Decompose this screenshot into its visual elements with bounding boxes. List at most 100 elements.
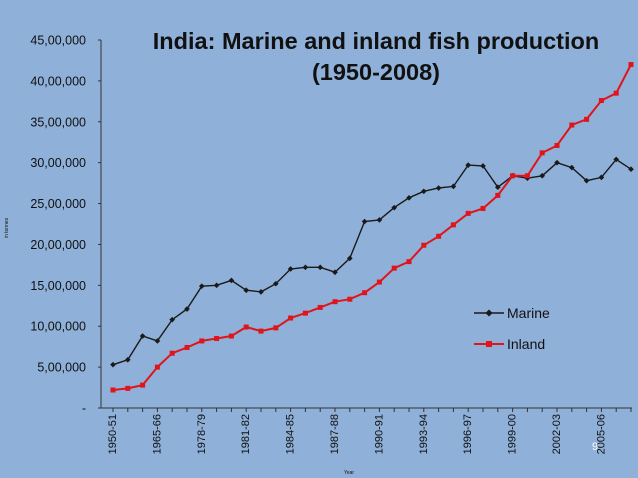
y-tick-label: 25,00,000 <box>30 197 86 211</box>
x-tick-label: 1993-94 <box>418 414 430 454</box>
y-tick-label: 20,00,000 <box>30 238 86 252</box>
inland-point <box>302 310 308 316</box>
legend: Marine Inland <box>474 305 550 352</box>
chart-title-line1: India: Marine and inland fish production <box>153 28 600 54</box>
marine-point <box>554 159 560 166</box>
legend-inland-label: Inland <box>507 336 545 352</box>
inland-point <box>332 299 338 305</box>
legend-inland-marker <box>486 341 492 347</box>
y-tick-label: 5,00,000 <box>37 361 86 375</box>
inland-point <box>465 210 471 216</box>
x-tick-label: 1984-85 <box>285 414 297 454</box>
marine-point <box>406 195 412 201</box>
x-tick-label: 1987-88 <box>329 414 341 454</box>
marine-point <box>228 277 235 284</box>
y-tick-label: 35,00,000 <box>30 115 86 129</box>
x-tick-label: 1965-66 <box>151 414 163 454</box>
inland-point <box>613 90 619 96</box>
marine-point <box>465 162 472 168</box>
inland-point <box>376 279 382 285</box>
inland-series <box>110 62 634 393</box>
inland-point <box>317 304 323 310</box>
marine-point <box>583 177 590 184</box>
legend-marine-marker <box>485 309 493 317</box>
marine-point <box>628 166 634 173</box>
marine-point <box>139 333 146 339</box>
inland-point <box>598 98 604 104</box>
marine-point <box>346 255 353 262</box>
inland-point <box>569 122 575 128</box>
inland-point <box>154 364 160 370</box>
y-tick-label: 40,00,000 <box>30 74 86 88</box>
marine-point <box>435 185 442 191</box>
inland-point <box>391 265 397 271</box>
marine-point <box>124 356 131 363</box>
marine-point <box>287 266 294 272</box>
y-axis-label: in tonnes <box>4 217 10 238</box>
marine-point <box>317 264 324 271</box>
inland-line <box>112 64 632 391</box>
marine-point <box>213 282 220 289</box>
inland-point <box>110 387 116 393</box>
marine-point <box>450 183 457 190</box>
inland-point <box>421 242 427 248</box>
inland-point <box>510 173 516 179</box>
x-tick-label: 1996-97 <box>462 414 474 454</box>
marine-point <box>598 174 605 181</box>
inland-point <box>436 233 442 239</box>
x-tick-label: 1981-82 <box>240 414 252 454</box>
y-tick-label: 10,00,000 <box>30 320 86 334</box>
marine-point <box>568 164 575 171</box>
marine-point <box>169 316 176 323</box>
marine-point <box>302 264 309 271</box>
inland-point <box>273 325 279 331</box>
marine-point <box>110 361 116 368</box>
inland-point <box>140 382 146 388</box>
inland-point <box>288 315 294 321</box>
x-tick-label: 1999-00 <box>507 414 519 454</box>
inland-point <box>125 385 131 391</box>
inland-point <box>539 150 545 156</box>
marine-point <box>420 188 427 195</box>
chart-title-line2: (1950-2008) <box>312 59 440 85</box>
marine-point <box>391 204 398 211</box>
inland-point <box>584 116 590 122</box>
marine-point <box>198 283 205 289</box>
y-tick-label: 15,00,000 <box>30 279 86 293</box>
marine-point <box>361 218 368 225</box>
marine-point <box>332 269 338 276</box>
y-tick-label: 45,00,000 <box>30 34 86 48</box>
marine-point <box>613 156 620 163</box>
marine-line <box>112 158 632 366</box>
x-tick-label: 1990-91 <box>373 414 385 454</box>
y-tick-label: - <box>82 402 86 416</box>
marine-point <box>272 280 279 287</box>
inland-point <box>347 296 353 302</box>
x-tick-label: 2005-06 <box>595 414 607 454</box>
x-tick-label: 1978-79 <box>196 414 208 454</box>
marine-point <box>243 287 250 294</box>
inland-point <box>184 344 190 350</box>
inland-point <box>554 142 560 148</box>
legend-marine-label: Marine <box>507 305 550 321</box>
inland-point <box>495 192 501 198</box>
marine-point <box>376 217 383 223</box>
inland-point <box>450 222 456 228</box>
marine-series <box>110 156 634 368</box>
marine-point <box>258 289 264 295</box>
inland-point <box>628 62 634 68</box>
x-ticks: 1950-51 1965-66 1978-79 1981-82 1984-85 1987-… <box>107 408 632 454</box>
inland-point <box>480 205 486 211</box>
inland-point <box>214 335 220 341</box>
inland-point <box>524 173 530 179</box>
y-ticks: - 5,00,000 10,00,000 15,00,000 20,00,000 25,0… <box>30 34 101 416</box>
marine-point <box>494 184 501 191</box>
marine-point <box>539 172 546 179</box>
inland-point <box>228 333 234 339</box>
inland-point <box>258 328 264 334</box>
marine-point <box>480 163 486 169</box>
inland-point <box>243 324 249 330</box>
x-axis-label: Year <box>344 470 354 476</box>
